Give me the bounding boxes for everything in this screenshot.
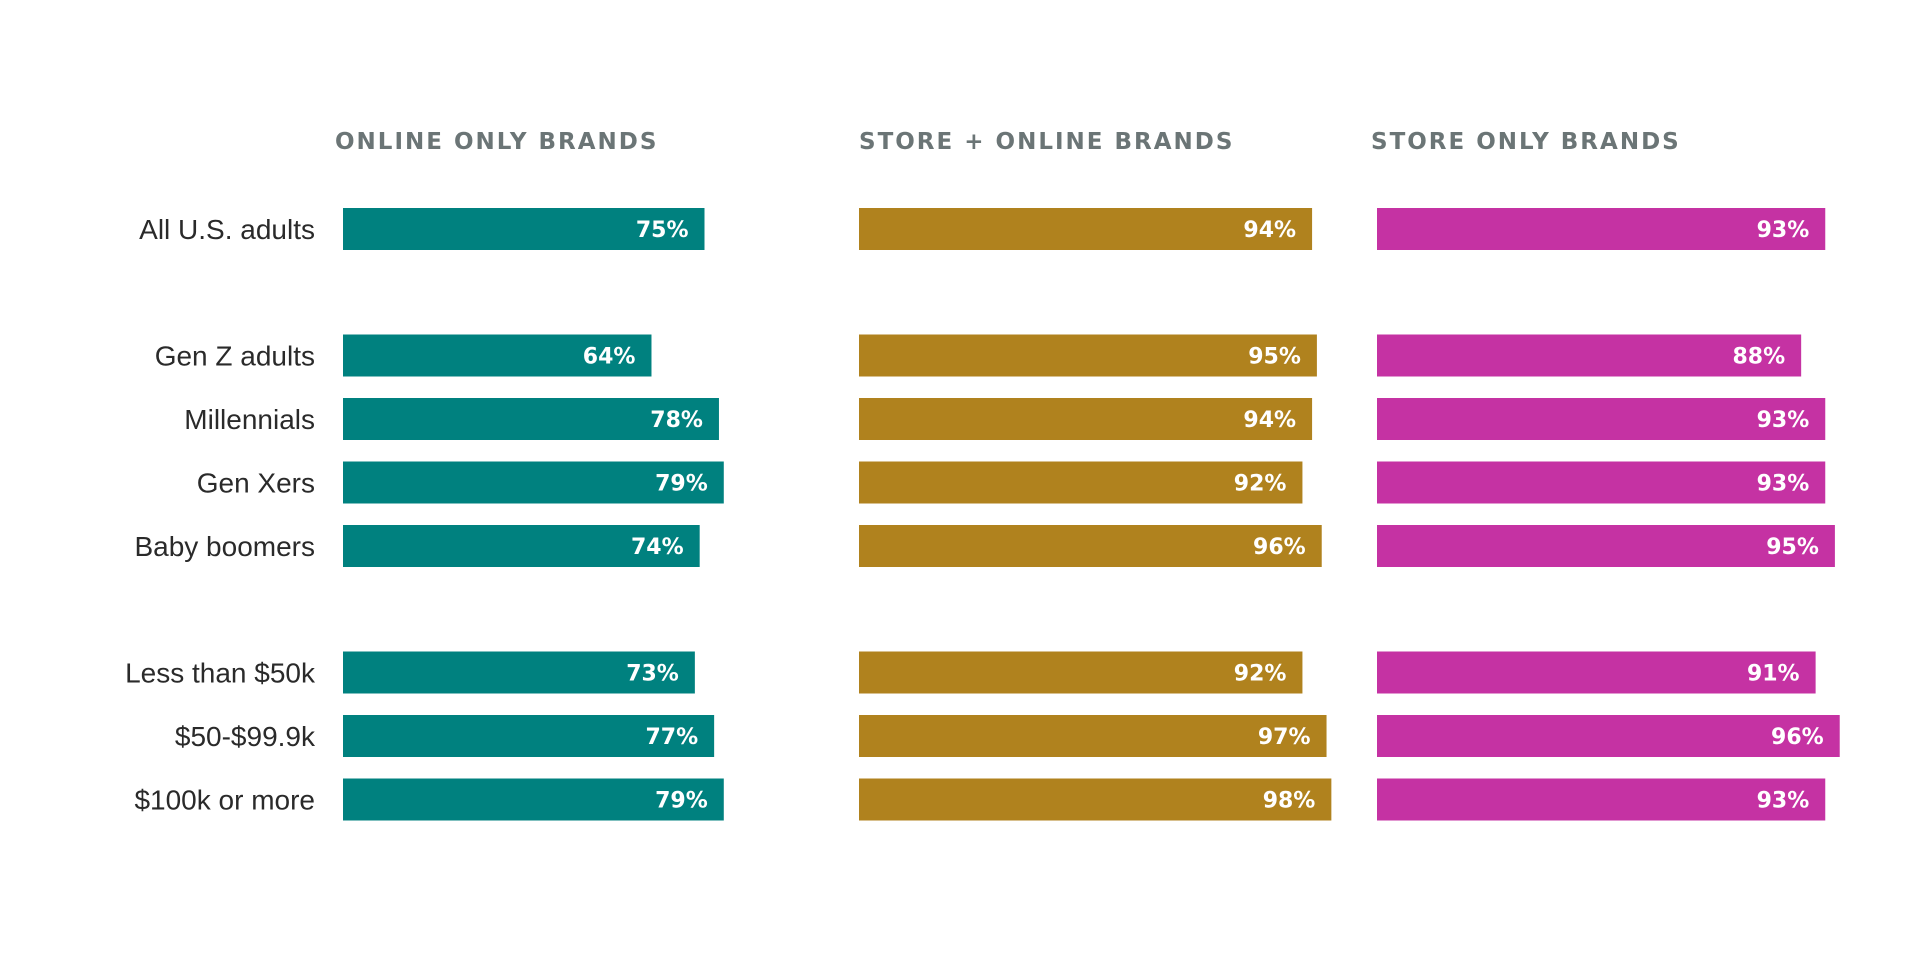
- bar-value-label-store-online-brands-baby-boomers: 96%: [1253, 535, 1306, 560]
- category-label-millennials: Millennials: [184, 404, 315, 435]
- bar-value-label-store-online-brands-millennials: 94%: [1243, 408, 1296, 433]
- series-header-store-online-brands: STORE + ONLINE BRANDS: [859, 129, 1234, 155]
- bar-value-label-store-online-brands-all-u-s-adults: 94%: [1243, 218, 1296, 243]
- bar-value-label-online-only-brands-baby-boomers: 74%: [631, 535, 684, 560]
- bar-store-only-brands-all-u-s-adults: [1377, 208, 1826, 250]
- category-label-gen-z-adults: Gen Z adults: [155, 341, 315, 372]
- bar-store-only-brands-less-than-50k: [1377, 651, 1816, 694]
- bar-online-only-brands-100k-or-more: [343, 778, 724, 821]
- category-label-less-than-50k: Less than $50k: [125, 658, 316, 689]
- bar-online-only-brands-gen-xers: [343, 461, 724, 504]
- bar-value-label-store-only-brands-100k-or-more: 93%: [1757, 789, 1810, 814]
- category-label-50-99-9k: $50-$99.9k: [175, 721, 316, 752]
- category-label-100k-or-more: $100k or more: [134, 785, 315, 816]
- bar-value-label-store-online-brands-less-than-50k: 92%: [1234, 662, 1287, 687]
- bar-value-label-store-only-brands-less-than-50k: 91%: [1747, 662, 1800, 687]
- series-header-online-only-brands: ONLINE ONLY BRANDS: [335, 129, 658, 155]
- bar-online-only-brands-baby-boomers: [343, 525, 700, 567]
- bar-value-label-store-only-brands-gen-z-adults: 88%: [1732, 345, 1785, 370]
- bar-value-label-store-online-brands-50-99-9k: 97%: [1258, 725, 1311, 750]
- category-label-baby-boomers: Baby boomers: [134, 531, 315, 562]
- bar-store-only-brands-millennials: [1377, 398, 1826, 440]
- bar-store-online-brands-50-99-9k: [859, 715, 1327, 757]
- bar-value-label-online-only-brands-less-than-50k: 73%: [626, 662, 679, 687]
- bar-store-only-brands-gen-xers: [1377, 461, 1826, 504]
- bar-value-label-online-only-brands-gen-z-adults: 64%: [583, 345, 636, 370]
- bar-online-only-brands-gen-z-adults: [343, 334, 652, 377]
- bar-value-label-online-only-brands-100k-or-more: 79%: [655, 789, 708, 814]
- bar-value-label-store-only-brands-millennials: 93%: [1757, 408, 1810, 433]
- bar-online-only-brands-less-than-50k: [343, 651, 695, 694]
- bar-store-only-brands-baby-boomers: [1377, 525, 1835, 567]
- bar-store-only-brands-gen-z-adults: [1377, 334, 1802, 377]
- bar-value-label-online-only-brands-50-99-9k: 77%: [645, 725, 698, 750]
- bar-online-only-brands-millennials: [343, 398, 719, 440]
- bar-value-label-store-only-brands-all-u-s-adults: 93%: [1757, 218, 1810, 243]
- bar-online-only-brands-all-u-s-adults: [343, 208, 705, 250]
- bar-value-label-store-online-brands-100k-or-more: 98%: [1263, 789, 1316, 814]
- bar-value-label-store-online-brands-gen-xers: 92%: [1234, 472, 1287, 497]
- bar-online-only-brands-50-99-9k: [343, 715, 715, 757]
- bar-store-online-brands-less-than-50k: [859, 651, 1303, 694]
- bar-store-online-brands-gen-xers: [859, 461, 1303, 504]
- bar-value-label-store-only-brands-gen-xers: 93%: [1757, 472, 1810, 497]
- category-label-gen-xers: Gen Xers: [197, 468, 315, 499]
- bar-store-online-brands-100k-or-more: [859, 778, 1332, 821]
- bar-store-online-brands-all-u-s-adults: [859, 208, 1313, 250]
- bar-value-label-online-only-brands-millennials: 78%: [650, 408, 703, 433]
- bar-value-label-store-only-brands-50-99-9k: 96%: [1771, 725, 1824, 750]
- bar-store-online-brands-millennials: [859, 398, 1313, 440]
- series-header-store-only-brands: STORE ONLY BRANDS: [1371, 129, 1681, 155]
- bar-value-label-online-only-brands-gen-xers: 79%: [655, 472, 708, 497]
- bar-store-online-brands-baby-boomers: [859, 525, 1322, 567]
- bar-store-only-brands-100k-or-more: [1377, 778, 1826, 821]
- category-label-all-u-s-adults: All U.S. adults: [139, 214, 315, 245]
- bar-value-label-store-only-brands-baby-boomers: 95%: [1766, 535, 1819, 560]
- bar-value-label-online-only-brands-all-u-s-adults: 75%: [636, 218, 689, 243]
- bar-store-only-brands-50-99-9k: [1377, 715, 1840, 757]
- bar-store-online-brands-gen-z-adults: [859, 334, 1317, 377]
- bar-value-label-store-online-brands-gen-z-adults: 95%: [1248, 345, 1301, 370]
